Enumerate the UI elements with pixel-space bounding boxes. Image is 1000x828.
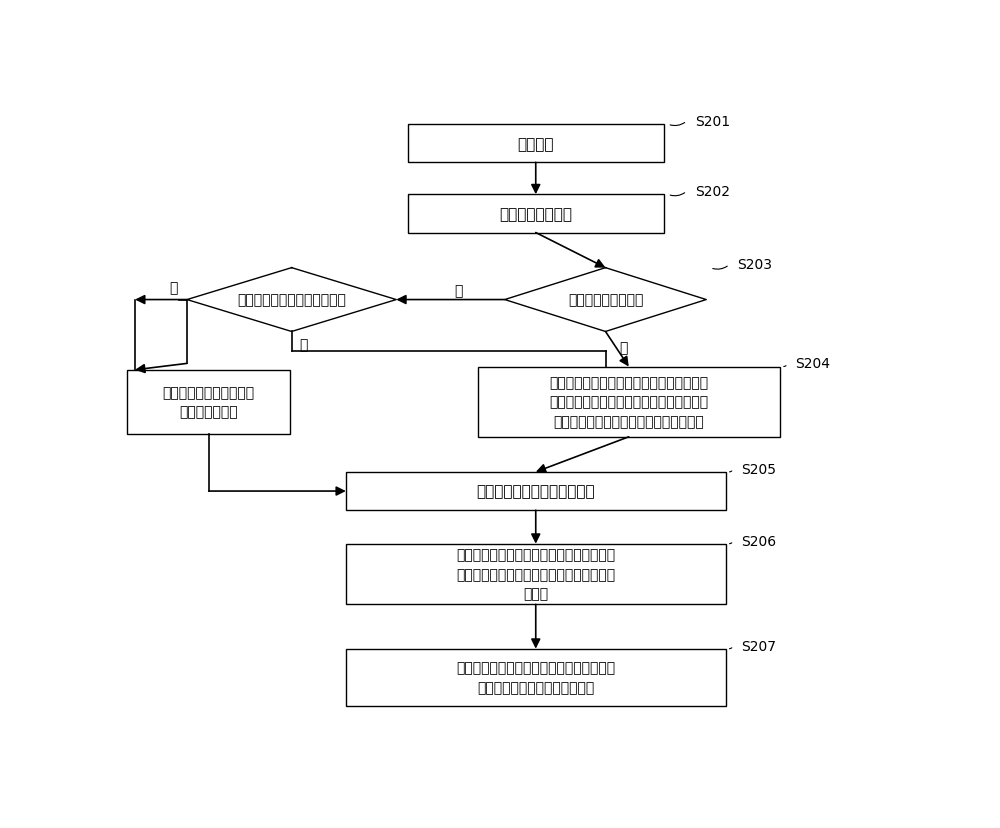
FancyBboxPatch shape [346, 544, 726, 604]
Text: 终端给出用户提示界面，提示用户输入具体
的资费设置项，并在采集到用户输入的各网
络制式的资费信息后，将各资费信息保存: 终端给出用户提示界面，提示用户输入具体 的资费设置项，并在采集到用户输入的各网 … [549, 376, 708, 429]
FancyBboxPatch shape [346, 649, 726, 706]
FancyBboxPatch shape [408, 125, 664, 163]
Text: 终端根据选择的线路得到资费较低的网络制
式，并利用该网络制式发起呼叫: 终端根据选择的线路得到资费较低的网络制 式，并利用该网络制式发起呼叫 [456, 661, 615, 695]
Text: S203: S203 [737, 258, 772, 272]
Text: 启动自动选网功能: 启动自动选网功能 [499, 207, 572, 222]
Text: S202: S202 [695, 185, 730, 199]
Polygon shape [187, 268, 396, 332]
Text: 否: 否 [169, 281, 177, 295]
Text: S204: S204 [795, 357, 830, 371]
Text: S207: S207 [741, 638, 776, 652]
Polygon shape [505, 268, 706, 332]
FancyBboxPatch shape [346, 472, 726, 511]
Text: 判断是否为首次启用: 判断是否为首次启用 [568, 293, 643, 307]
FancyBboxPatch shape [408, 195, 664, 233]
Text: 默认上一次信息内容，直
接进入待机状态: 默认上一次信息内容，直 接进入待机状态 [163, 386, 255, 419]
Text: 是: 是 [299, 338, 308, 352]
Text: 终端调用当前呼叫时间点，并以该呼叫时间
点为依据，在存储的资费信息中查找最小资
费节点: 终端调用当前呼叫时间点，并以该呼叫时间 点为依据，在存储的资费信息中查找最小资 … [456, 548, 615, 601]
Text: 终端在用户的触发下拨打电话: 终端在用户的触发下拨打电话 [476, 484, 595, 499]
Text: S206: S206 [741, 534, 776, 548]
FancyBboxPatch shape [478, 367, 780, 437]
Text: 否: 否 [454, 284, 462, 297]
Text: S205: S205 [741, 462, 776, 476]
Text: S201: S201 [695, 115, 730, 128]
Text: 终端开机: 终端开机 [518, 137, 554, 152]
FancyBboxPatch shape [127, 370, 290, 434]
Text: 是: 是 [619, 341, 628, 355]
Text: 判断用户是否要修改资费内容: 判断用户是否要修改资费内容 [237, 293, 346, 307]
